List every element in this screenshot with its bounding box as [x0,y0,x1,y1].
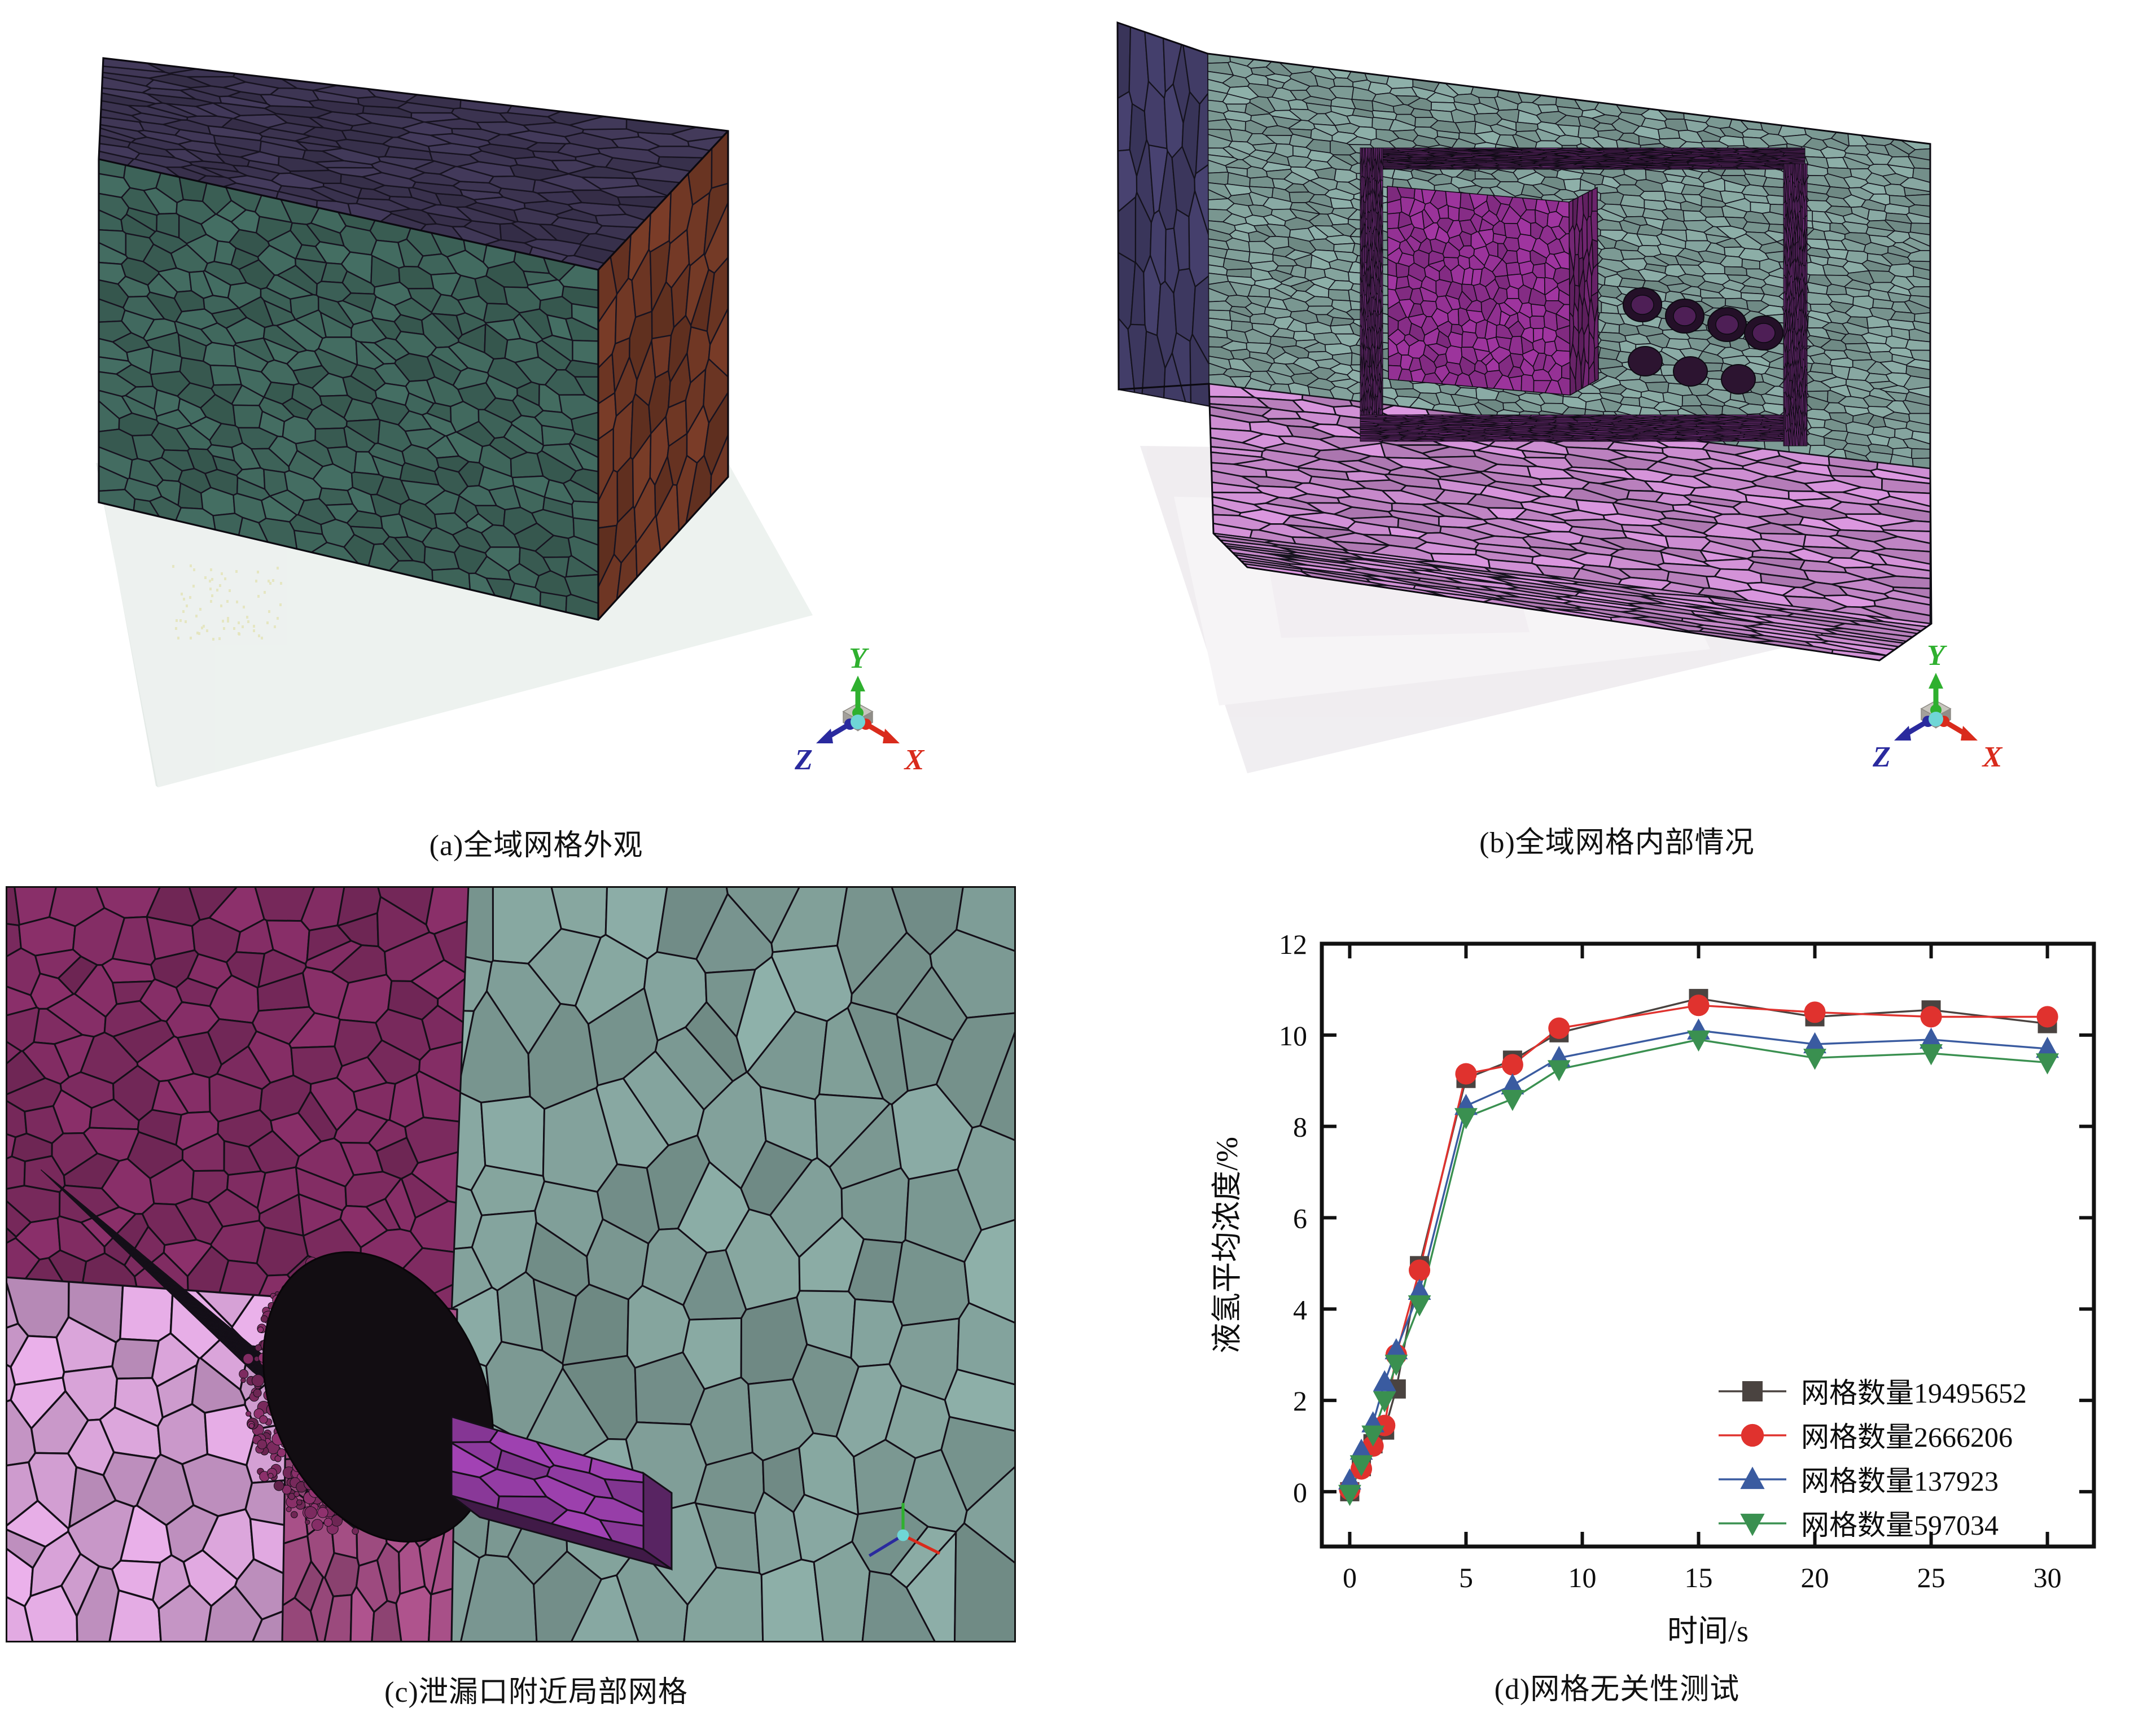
x-tick-label: 25 [1917,1562,1945,1593]
mesh-exterior-render [96,57,813,787]
y-tick-label: 2 [1293,1385,1307,1417]
legend-entry-label: 网格数量2666206 [1801,1421,2013,1453]
y-tick-label: 12 [1279,928,1307,960]
chart-markers [1338,1030,2059,1506]
mesh-leak-render [6,886,1016,1642]
panel-c-caption: (c)泄漏口附近局部网格 [384,1676,688,1709]
mesh-interior-render [1116,21,1932,773]
axis-triad-b: Y Z X [1851,639,2021,785]
panel-a-global-mesh-exterior: Y Z X (a)全域网格外观 [0,0,1072,880]
svg-text:Y: Y [849,646,869,674]
x-tick-label: 10 [1568,1562,1596,1593]
svg-text:Y: Y [1927,643,1947,672]
legend-entry-label: 网格数量597034 [1801,1509,1999,1541]
x-tick-label: 5 [1459,1562,1473,1593]
y-axis-title: 液氢平均浓度/% [1210,1137,1244,1353]
legend-entry-label: 网格数量137923 [1801,1465,1999,1497]
chart-container: 0 5 10 15 20 25 30 0 2 4 6 8 10 12 时间/s 液氢平均浓度/% 网格数量194… [1078,880,2156,1726]
svg-text:X: X [904,744,925,776]
svg-text:Z: Z [794,744,813,776]
panel-b-caption: (b)全域网格内部情况 [1479,827,1755,859]
y-tick-label: 0 [1293,1477,1307,1508]
x-axis-title: 时间/s [1667,1614,1749,1648]
x-tick-label: 20 [1801,1562,1829,1593]
panel-d-mesh-independence-chart: 0 5 10 15 20 25 30 0 2 4 6 8 10 12 时间/s 液氢平均浓度/% 网格数量194… [1078,880,2156,1726]
svg-text:Z: Z [1872,741,1891,773]
panel-b-global-mesh-interior: Y Z X (b)全域网格内部情况 [1078,0,2156,880]
panel-d-caption: (d)网格无关性测试 [1494,1674,1740,1706]
mesh-independence-plot: 0 5 10 15 20 25 30 0 2 4 6 8 10 12 时间/s 液氢平均浓度/% 网格数量194… [1210,928,2096,1648]
chart-legend: 网格数量19495652 网格数量2666206 网格数量137923 网格数量597… [1719,1377,2027,1541]
x-tick-label: 15 [1685,1562,1713,1593]
legend-entry-label: 网格数量19495652 [1801,1377,2027,1409]
y-tick-label: 4 [1293,1294,1307,1325]
x-tick-label: 0 [1343,1562,1357,1593]
panel-c-leak-local-mesh: (c)泄漏口附近局部网格 [0,880,1072,1726]
y-tick-label: 6 [1293,1202,1307,1234]
y-tick-label: 10 [1279,1020,1307,1052]
x-tick-label: 30 [2034,1562,2062,1593]
svg-text:X: X [1982,741,2003,773]
axis-triad-a: Y Z X [773,642,943,787]
y-tick-label: 8 [1293,1111,1307,1143]
panel-a-caption: (a)全域网格外观 [429,830,643,862]
